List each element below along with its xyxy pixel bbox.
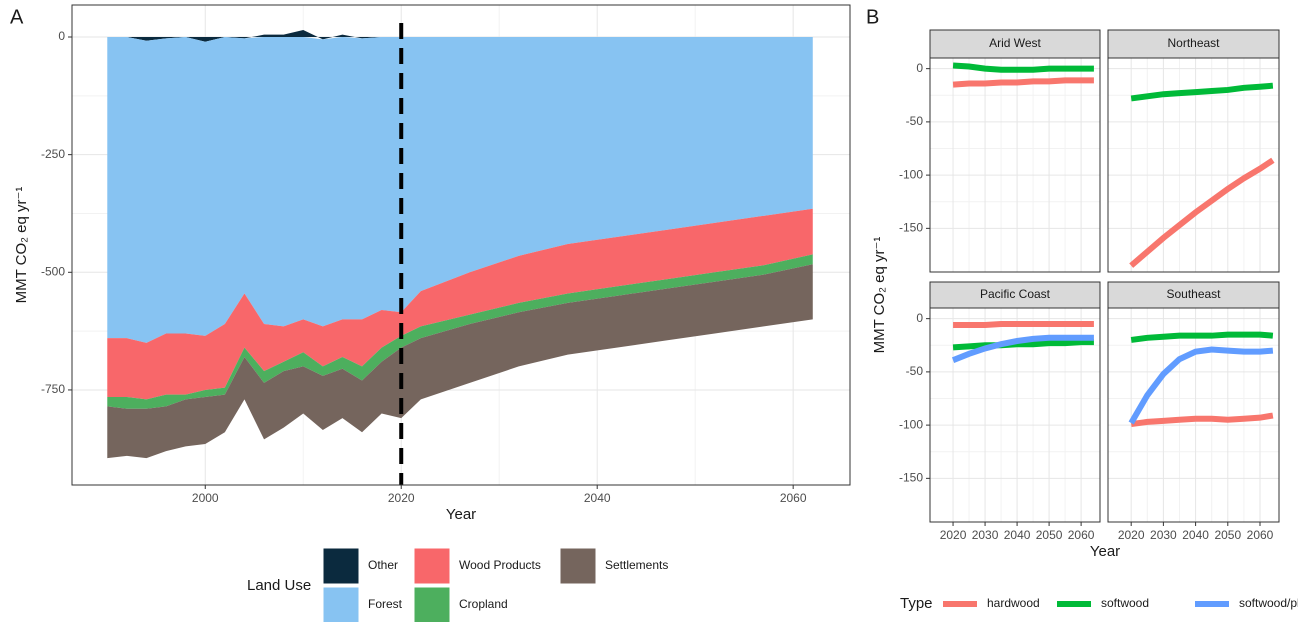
legend-label: Forest [368,597,403,611]
strip [929,29,1101,59]
line [1130,82,1274,102]
legend-key [322,586,360,622]
legend-label: Settlements [605,558,668,572]
legend-title: Type [900,595,933,612]
area [107,208,813,400]
y-tick-label: -150 [899,471,923,485]
y-tick-label: -50 [906,364,924,378]
strip [1107,29,1280,59]
line [1129,157,1275,268]
line [952,62,1094,73]
x-tick-label: 2040 [584,491,611,505]
facet-border [929,307,1101,523]
y-axis-title: MMT CO₂ eq yr⁻¹ [13,187,30,304]
line [1128,346,1274,425]
x-tick-label: 2050 [1214,528,1241,542]
legend-key [413,586,451,622]
facet-border [929,57,1101,273]
x-tick-label: 2060 [1247,528,1274,542]
facet-border [1107,307,1280,523]
y-tick-label: 0 [916,311,923,325]
strip-label: Arid West [989,36,1041,50]
line [1130,331,1274,343]
x-tick-label: 2040 [1004,528,1031,542]
strip-label: Northeast [1167,36,1220,50]
line [952,77,1094,88]
area [107,264,813,459]
y-axis-title: MMT CO₂ eq yr⁻¹ [871,237,888,354]
area [107,254,813,409]
x-axis-title: Year [446,506,476,523]
y-tick-label: -100 [899,417,923,431]
x-tick-label: 2030 [972,528,999,542]
y-tick-label: 0 [58,29,65,43]
x-tick-label: 2020 [940,528,967,542]
x-tick-label: 2060 [780,491,807,505]
line [951,334,1094,363]
x-tick-label: 2020 [388,491,415,505]
x-axis-title: Year [1090,543,1120,560]
y-tick-label: -150 [899,221,923,235]
line [953,320,1094,329]
y-tick-label: 0 [916,61,923,75]
x-tick-label: 2050 [1036,528,1063,542]
legend-label: Other [368,558,398,572]
legend-label: hardwood [987,596,1040,610]
y-tick-label: -250 [41,147,65,161]
strip-label: Southeast [1166,287,1221,301]
line [1130,412,1274,428]
legend-label: Cropland [459,597,508,611]
panel-label: A [10,6,24,28]
y-tick-label: -500 [41,264,65,278]
legend-label: softwood/plantation [1239,596,1298,610]
legend-key [559,547,597,585]
strip-label: Pacific Coast [980,287,1051,301]
legend-label: Wood Products [459,558,541,572]
strip [929,281,1101,309]
legend-key [322,547,360,585]
facet-border [1107,57,1280,273]
y-tick-label: -100 [899,167,923,181]
strip [1107,281,1280,309]
x-tick-label: 2060 [1068,528,1095,542]
facet-background [930,58,1100,272]
x-tick-label: 2030 [1150,528,1177,542]
x-tick-label: 2000 [192,491,219,505]
legend-label: softwood [1101,596,1149,610]
x-tick-label: 2040 [1182,528,1209,542]
line [952,339,1094,351]
legend-title: Land Use [247,577,311,594]
y-tick-label: -750 [41,382,65,396]
area [107,37,813,343]
panel-label: B [866,6,879,28]
plot-border [71,4,851,486]
legend-key [413,547,451,585]
x-tick-label: 2020 [1118,528,1145,542]
y-tick-label: -50 [906,114,924,128]
